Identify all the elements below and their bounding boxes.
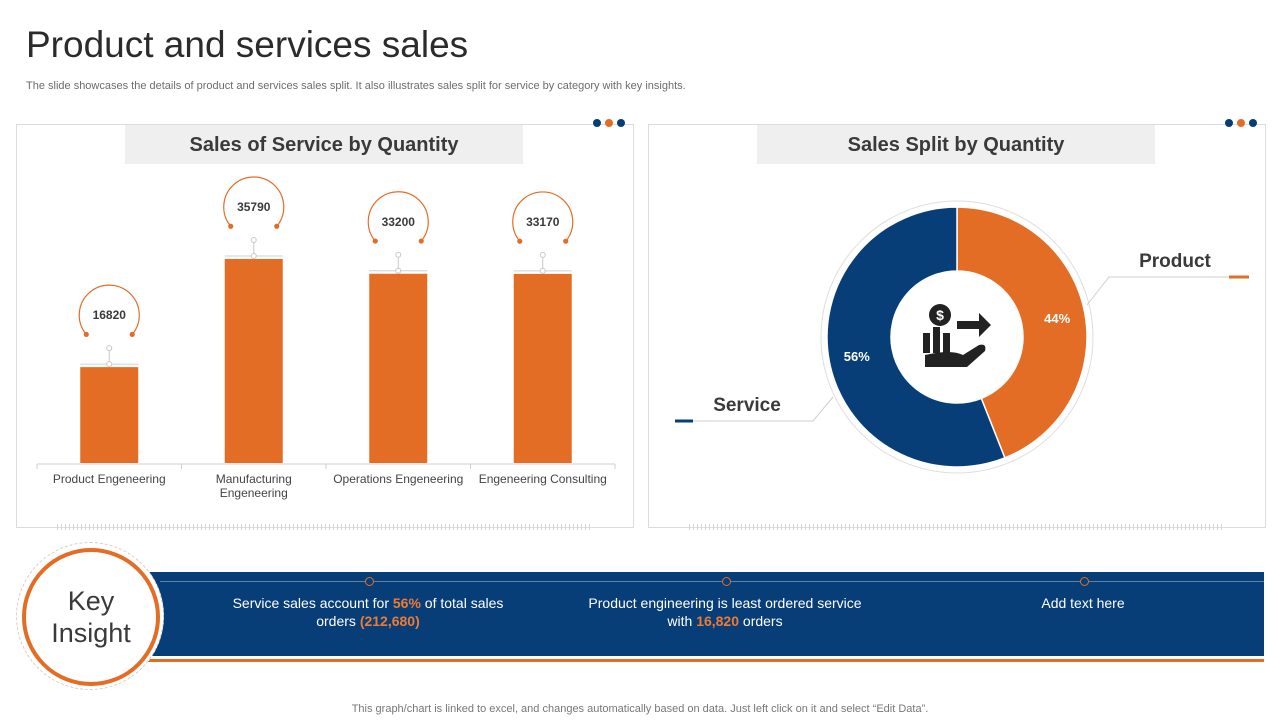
connector-dot — [395, 251, 402, 258]
page-subtitle: The slide showcases the details of produ… — [26, 80, 686, 92]
bar-value-label: 33170 — [526, 215, 560, 229]
bubble-end-dot — [517, 238, 523, 244]
bar-value-label: 33200 — [382, 215, 416, 229]
bar — [80, 367, 139, 463]
hand-shape — [925, 344, 986, 367]
decorative-dots — [1225, 119, 1257, 127]
bar — [224, 258, 283, 463]
bar-value-label: 16820 — [93, 308, 127, 322]
connector-dot — [539, 251, 546, 258]
bar-chart-panel: Sales of Service by Quantity 16820 Produc… — [16, 119, 634, 530]
insight-1-highlight-total: (212,680) — [359, 613, 420, 629]
dollar-sign-glyph: $ — [936, 307, 944, 323]
insight-text-2: Product engineering is least ordered ser… — [575, 594, 875, 630]
insight-2-before: Product engineering is least ordered ser… — [588, 595, 862, 629]
donut-chart[interactable]: 44% 56% Product Service $ — [649, 125, 1265, 527]
bubble-end-dot — [563, 238, 569, 244]
bar-chart[interactable]: 16820 Product Engeneering 35790 Manufacturi… — [17, 125, 633, 527]
x-tick-label: Product Engeneering — [53, 472, 166, 486]
money-hand-growth-icon: $ — [923, 304, 991, 367]
bar — [513, 273, 572, 463]
footer-note: This graph/chart is linked to excel, and… — [351, 703, 929, 715]
key-insight-underline — [148, 659, 1264, 662]
value-bubble-arc — [223, 176, 285, 227]
connector-dot — [250, 236, 257, 243]
donut-chart-panel: Sales Split by Quantity 44% 56% Product Ser… — [648, 119, 1266, 530]
decorative-dots — [593, 119, 625, 127]
dot-2 — [605, 119, 613, 127]
bubble-end-dot — [129, 331, 135, 338]
key-insight-label-line2: Insight — [51, 618, 131, 648]
insight-2-mid: orders — [739, 613, 783, 629]
product-category-label: Product — [1139, 251, 1211, 272]
insight-text-1: Service sales account for 56% of total s… — [218, 594, 518, 630]
slice-value-label: 56% — [844, 349, 870, 364]
product-leader-line — [1086, 276, 1229, 306]
dot-2 — [1237, 119, 1245, 127]
page-title: Product and services sales — [26, 24, 469, 65]
timeline-node — [1080, 577, 1089, 586]
timeline-node — [365, 577, 374, 586]
icon-bar — [923, 333, 930, 353]
insight-text-3[interactable]: Add text here — [933, 594, 1233, 612]
connector-dot — [539, 267, 546, 274]
key-insight-timeline — [160, 581, 1264, 582]
connector-dot — [395, 267, 402, 274]
connector-dot — [106, 345, 113, 352]
bar — [369, 273, 428, 463]
dot-1 — [1225, 119, 1233, 127]
connector-dot — [250, 252, 257, 259]
panel-stripe — [689, 524, 1225, 530]
insight-1-highlight-percent: 56% — [392, 595, 421, 611]
x-tick-label: Engeneering — [220, 486, 288, 500]
insight-2-highlight-count: 16,820 — [696, 613, 740, 629]
icon-bar — [933, 327, 940, 353]
service-leader-line — [693, 396, 834, 422]
donut-slice — [826, 206, 1006, 468]
value-bubble-arc — [367, 191, 429, 242]
bubble-end-dot — [83, 331, 89, 338]
icon-bar — [943, 333, 950, 353]
insight-3-text[interactable]: Add text here — [1041, 595, 1125, 611]
insight-1-mid: of total sales orders — [316, 595, 504, 629]
donut-chart-title: Sales Split by Quantity — [757, 125, 1155, 164]
donut-slice — [956, 206, 1088, 459]
slice-value-label: 44% — [1044, 311, 1070, 326]
arrow-shape — [957, 313, 991, 337]
value-bubble-arc — [512, 191, 574, 242]
bar-chart-title: Sales of Service by Quantity — [125, 125, 523, 164]
x-tick-label: Manufacturing — [216, 472, 292, 486]
key-insight-badge: Key Insight — [22, 548, 160, 686]
timeline-node — [722, 577, 731, 586]
x-tick-label: Engeneering Consulting — [479, 472, 607, 486]
x-tick-label: Operations Engeneering — [333, 472, 463, 486]
donut-outer-ring — [820, 200, 1094, 474]
connector-dot — [106, 361, 113, 368]
bubble-end-dot — [228, 223, 234, 229]
bar-value-label: 35790 — [237, 200, 271, 214]
key-insight-label-line1: Key — [67, 586, 115, 616]
dot-1 — [593, 119, 601, 127]
bubble-end-dot — [274, 223, 280, 229]
panel-stripe — [57, 524, 593, 530]
bubble-end-dot — [418, 238, 424, 244]
service-category-label: Service — [713, 395, 781, 416]
dot-3 — [617, 119, 625, 127]
value-bubble-arc — [78, 284, 140, 335]
insight-1-before: Service sales account for — [232, 595, 393, 611]
dot-3 — [1249, 119, 1257, 127]
bubble-end-dot — [372, 238, 378, 244]
dollar-coin-shape — [929, 304, 951, 326]
key-insight-bar — [148, 572, 1264, 656]
